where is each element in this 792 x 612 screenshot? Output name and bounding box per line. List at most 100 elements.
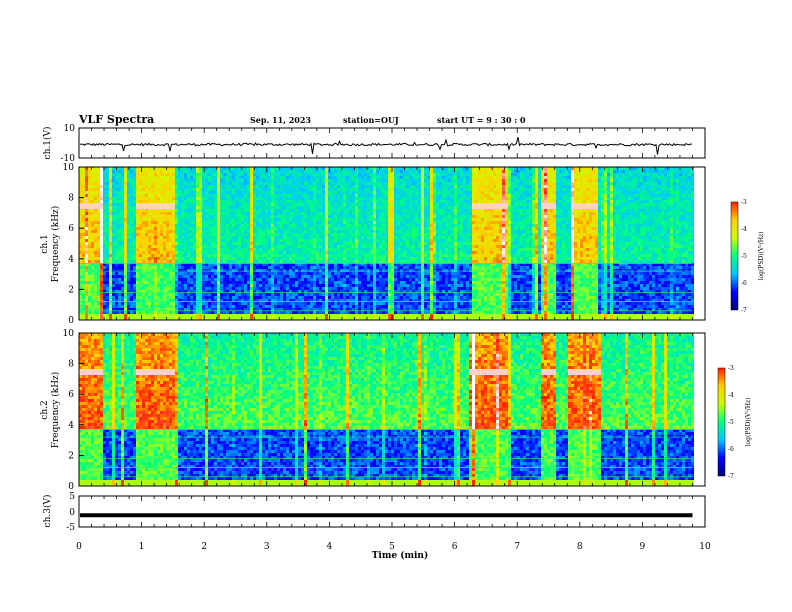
spectrogram-cell — [301, 284, 304, 287]
spectrogram-cell — [355, 209, 358, 212]
spectrogram-cell — [214, 245, 217, 248]
spectrogram-cell — [244, 188, 247, 191]
spectrogram-cell — [154, 248, 157, 251]
spectrogram-cell — [355, 284, 358, 287]
spectrogram-cell — [349, 179, 352, 182]
spectrogram-cell — [268, 212, 271, 215]
spectrogram-cell — [214, 260, 217, 263]
spectrogram-cell — [328, 281, 331, 284]
spectrogram-cell — [193, 248, 196, 251]
spectrogram-cell — [250, 188, 253, 191]
spectrogram-cell — [124, 200, 127, 203]
spectrogram-cell — [157, 218, 160, 221]
spectrogram-cell — [178, 215, 181, 218]
spectrogram-cell — [232, 173, 235, 176]
spectrogram-cell — [82, 239, 85, 242]
spectrogram-cell — [145, 194, 148, 197]
spectrogram-cell — [220, 311, 223, 314]
spectrogram-cell — [328, 278, 331, 281]
spectrogram-cell — [175, 275, 178, 278]
spectrogram-cell — [343, 314, 346, 317]
spectrogram-cell — [280, 254, 283, 257]
spectrogram-cell — [274, 260, 277, 263]
spectrogram-cell — [238, 209, 241, 212]
spectrogram-cell — [250, 209, 253, 212]
spectrogram-cell — [358, 221, 361, 224]
spectrogram-cell — [301, 179, 304, 182]
spectrogram-cell — [136, 191, 139, 194]
spectrogram-cell — [124, 266, 127, 269]
spectrogram-cell — [112, 248, 115, 251]
spectrogram-cell — [217, 200, 220, 203]
spectrogram-cell — [100, 272, 103, 275]
spectrogram-cell — [256, 281, 259, 284]
spectrogram-cell — [265, 242, 268, 245]
spectrogram-cell — [307, 248, 310, 251]
spectrogram-cell — [238, 179, 241, 182]
spectrogram-cell — [97, 200, 100, 203]
spectrogram-cell — [175, 182, 178, 185]
spectrogram-cell — [367, 197, 370, 200]
spectrogram-cell — [310, 245, 313, 248]
spectrogram-cell — [214, 212, 217, 215]
spectrogram-cell — [295, 239, 298, 242]
spectrogram-cell — [139, 203, 142, 206]
spectrogram-cell — [178, 197, 181, 200]
spectrogram-cell — [352, 296, 355, 299]
spectrogram-cell — [202, 296, 205, 299]
spectrogram-cell — [358, 287, 361, 290]
spectrogram-cell — [226, 287, 229, 290]
spectrogram-cell — [127, 284, 130, 287]
spectrogram-cell — [130, 248, 133, 251]
spectrogram-cell — [181, 251, 184, 254]
spectrogram-cell — [370, 245, 373, 248]
spectrogram-cell — [166, 302, 169, 305]
spectrogram-cell — [304, 230, 307, 233]
spectrogram-cell — [172, 281, 175, 284]
spectrogram-cell — [286, 281, 289, 284]
spectrogram-cell — [229, 212, 232, 215]
spectrogram-cell — [307, 227, 310, 230]
spectrogram-cell — [214, 200, 217, 203]
spectrogram-cell — [226, 302, 229, 305]
spectrogram-cell — [124, 284, 127, 287]
spectrogram-cell — [208, 209, 211, 212]
spectrogram-cell — [211, 275, 214, 278]
spectrogram-cell — [205, 218, 208, 221]
spectrogram-cell — [139, 197, 142, 200]
spectrogram-cell — [265, 224, 268, 227]
spectrogram-cell — [238, 281, 241, 284]
spectrogram-cell — [118, 239, 121, 242]
spectrogram-cell — [346, 215, 349, 218]
spectrogram-cell — [133, 212, 136, 215]
spectrogram-cell — [334, 245, 337, 248]
spectrogram-cell — [334, 248, 337, 251]
spectrogram-cell — [214, 236, 217, 239]
spectrogram-cell — [136, 200, 139, 203]
spectrogram-cell — [241, 191, 244, 194]
spectrogram-cell — [253, 311, 256, 314]
spectrogram-cell — [160, 284, 163, 287]
spectrogram-cell — [346, 179, 349, 182]
spectrogram-cell — [256, 191, 259, 194]
spectrogram-cell — [247, 239, 250, 242]
spectrogram-cell — [103, 257, 106, 260]
spectrogram-cell — [148, 284, 151, 287]
spectrogram-cell — [133, 296, 136, 299]
spectrogram-cell — [241, 230, 244, 233]
spectrogram-cell — [247, 257, 250, 260]
spectrogram-cell — [361, 218, 364, 221]
spectrogram-cell — [328, 275, 331, 278]
spectrogram-cell — [328, 269, 331, 272]
spectrogram-cell — [142, 179, 145, 182]
spectrogram-cell — [337, 305, 340, 308]
spectrogram-cell — [331, 188, 334, 191]
spectrogram-cell — [187, 203, 190, 206]
spectrogram-cell — [334, 188, 337, 191]
spectrogram-cell — [115, 191, 118, 194]
spectrogram-cell — [229, 287, 232, 290]
spectrogram-cell — [277, 314, 280, 317]
spectrogram-cell — [103, 230, 106, 233]
spectrogram-cell — [361, 209, 364, 212]
spectrogram-cell — [160, 302, 163, 305]
